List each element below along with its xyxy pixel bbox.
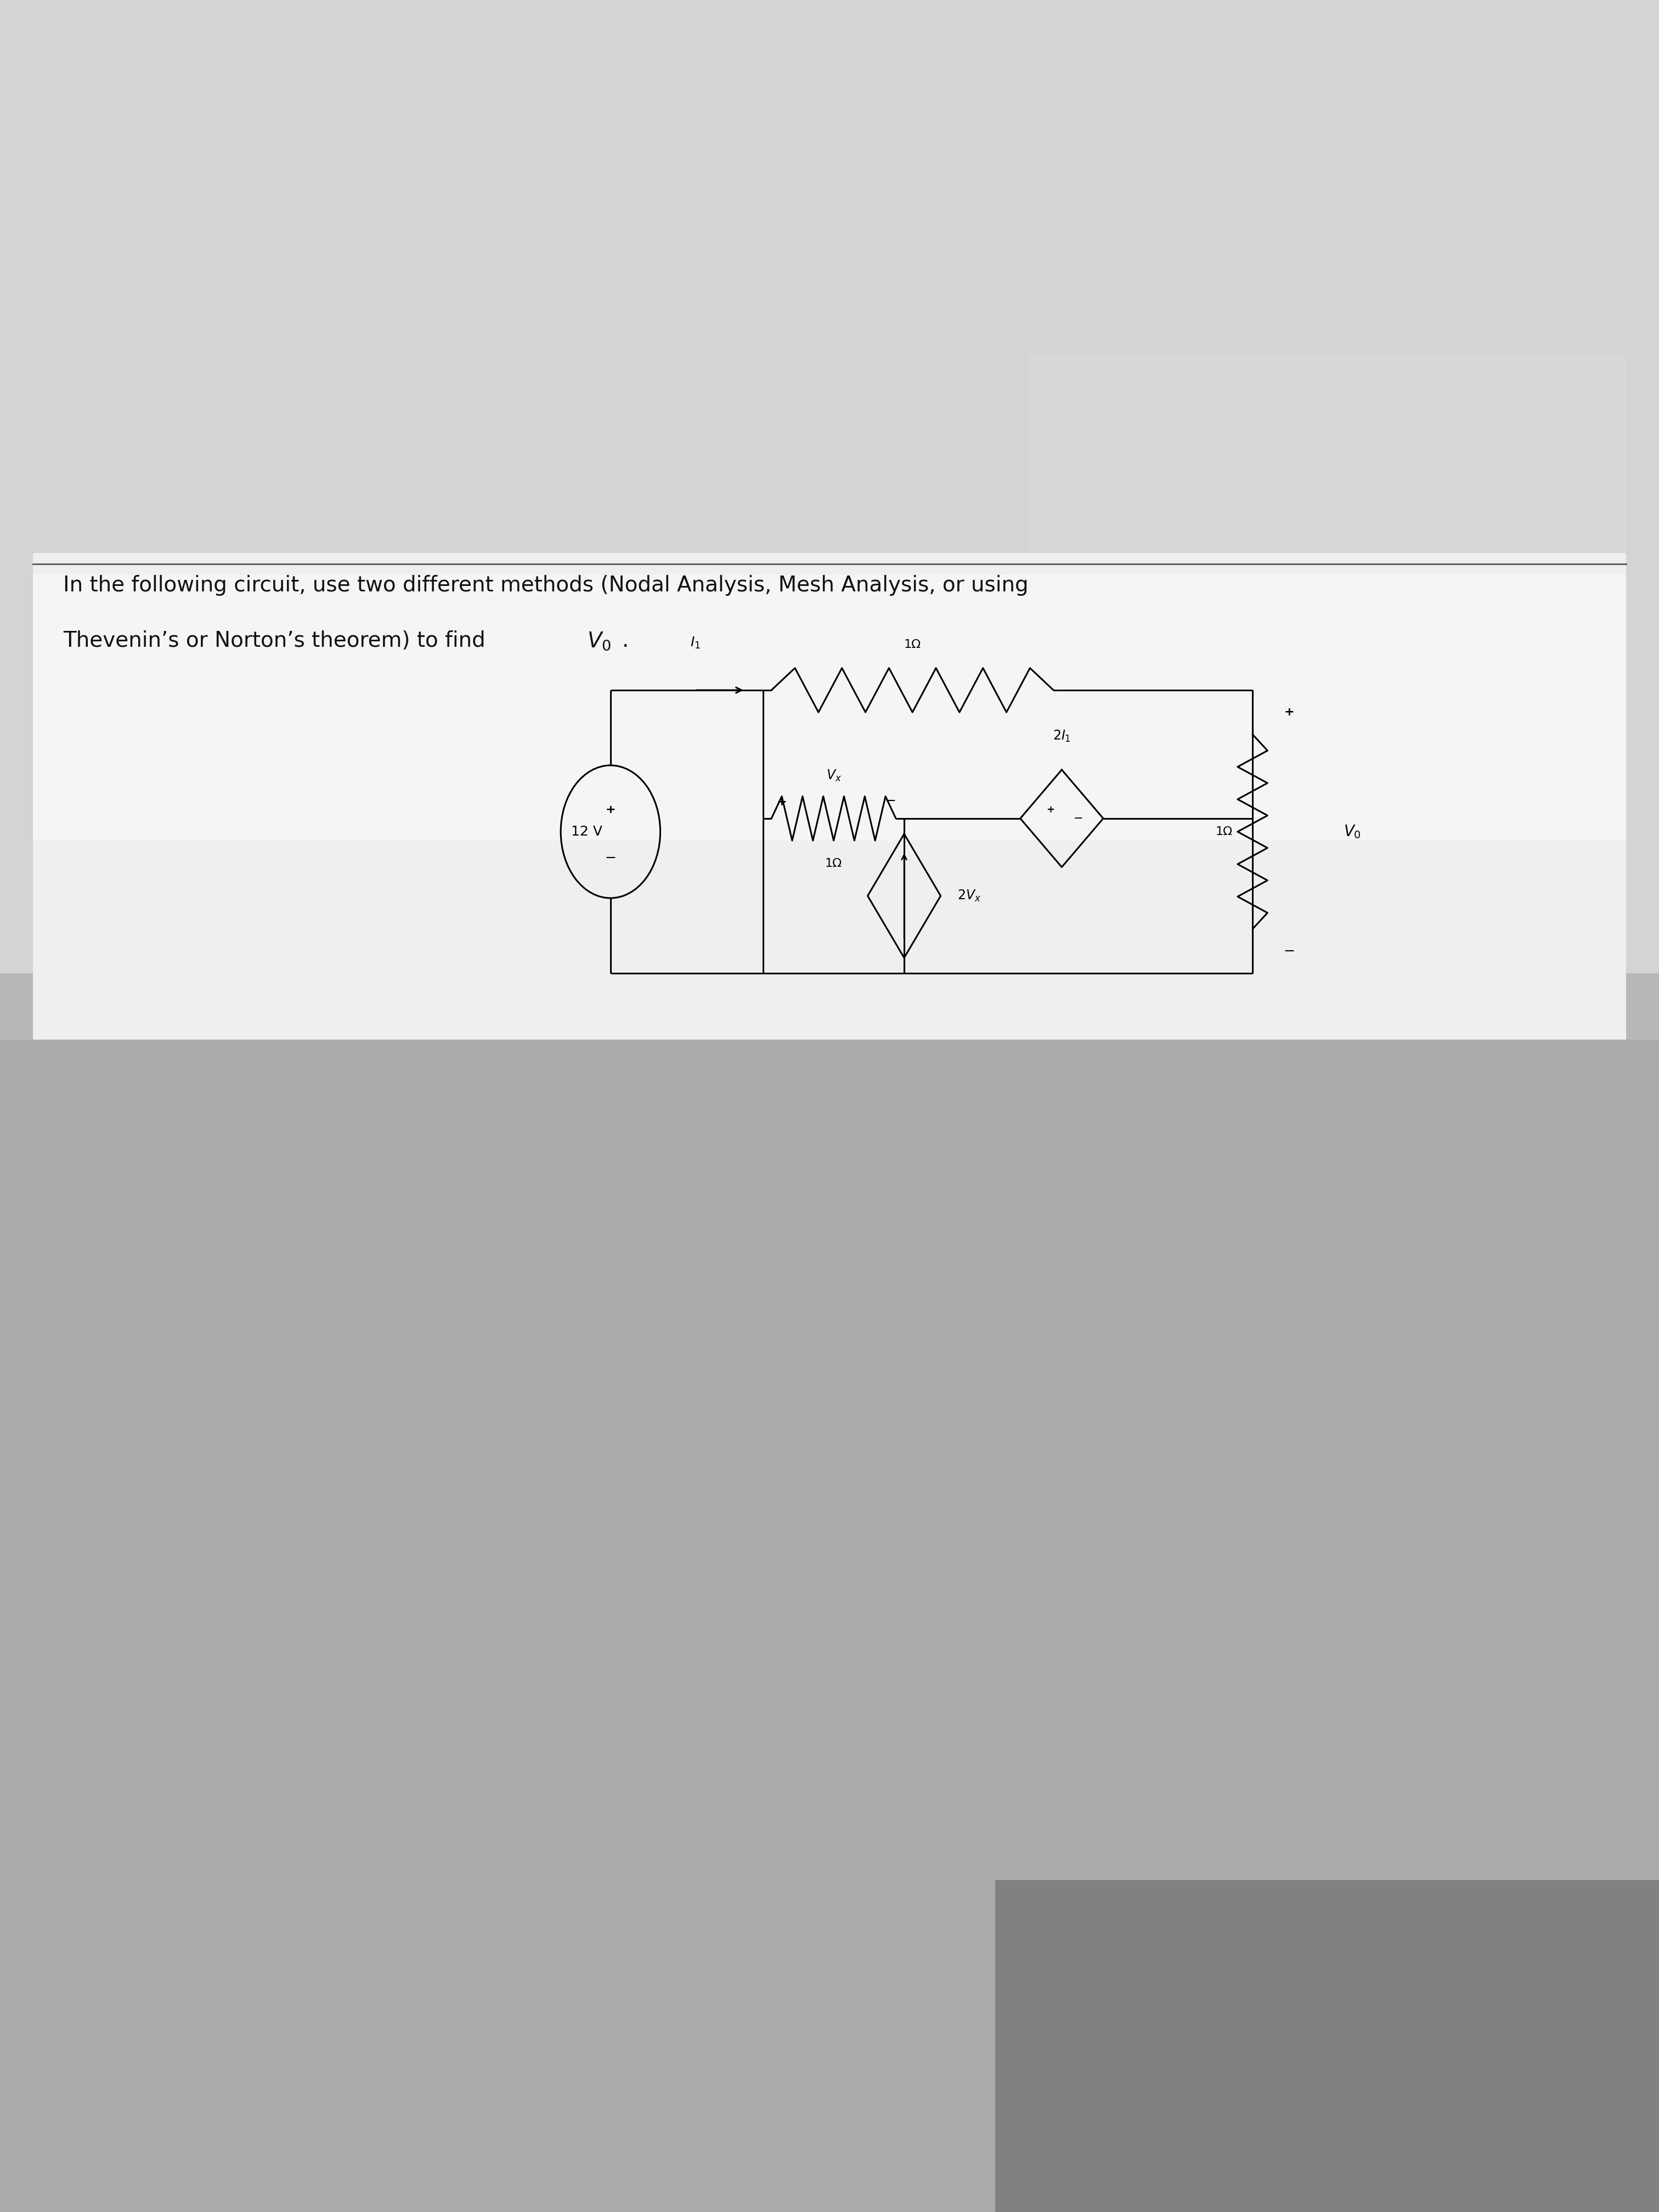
Text: $V_0$: $V_0$ [587, 630, 612, 653]
Text: +: + [776, 796, 786, 807]
Text: .: . [622, 630, 629, 650]
Text: −: − [1073, 814, 1083, 823]
Text: +: + [606, 805, 615, 814]
Text: 1Ω: 1Ω [825, 858, 843, 869]
Text: −: − [606, 852, 615, 865]
FancyBboxPatch shape [33, 597, 531, 1040]
Text: 12 V: 12 V [571, 825, 602, 838]
Text: +: + [1284, 708, 1294, 717]
Text: 1Ω: 1Ω [904, 639, 921, 650]
FancyBboxPatch shape [33, 553, 1626, 1040]
Text: In the following circuit, use two different methods (Nodal Analysis, Mesh Analys: In the following circuit, use two differ… [63, 575, 1029, 595]
Text: $2V_x$: $2V_x$ [957, 889, 980, 902]
Text: $V_x$: $V_x$ [826, 770, 841, 783]
FancyBboxPatch shape [0, 1040, 1659, 2212]
Text: −: − [884, 794, 896, 807]
FancyBboxPatch shape [1029, 354, 1626, 575]
Text: $2I_1$: $2I_1$ [1053, 730, 1070, 743]
Text: $V_0$: $V_0$ [1344, 823, 1362, 841]
Text: 1Ω: 1Ω [1216, 827, 1233, 836]
Text: $I_1$: $I_1$ [690, 637, 700, 650]
Text: −: − [1284, 945, 1294, 958]
Text: +: + [1047, 805, 1053, 814]
FancyBboxPatch shape [0, 0, 1659, 973]
FancyBboxPatch shape [33, 575, 1626, 841]
FancyBboxPatch shape [995, 1880, 1659, 2212]
Text: Thevenin’s or Norton’s theorem) to find: Thevenin’s or Norton’s theorem) to find [63, 630, 493, 650]
